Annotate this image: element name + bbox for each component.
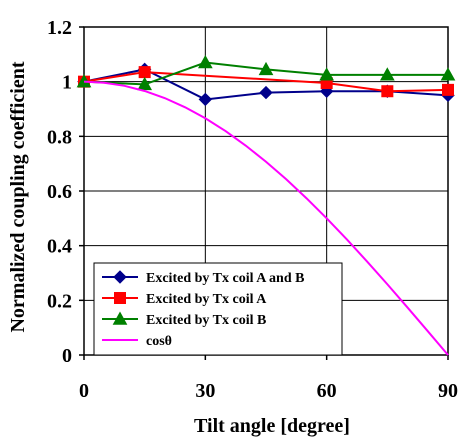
series-4 (83, 80, 449, 356)
data-point (440, 67, 456, 81)
x-tick-label: 90 (438, 380, 458, 402)
data-point (259, 85, 273, 100)
data-point (258, 61, 274, 76)
x-tick-label: 60 (317, 380, 337, 402)
y-tick-label: 1.2 (47, 17, 72, 39)
y-tick-label: 0.4 (47, 236, 72, 258)
legend-label: cosθ (146, 334, 172, 349)
series-line (83, 80, 449, 356)
legend-label: Excited by Tx coil A (146, 292, 267, 307)
data-point (197, 55, 213, 69)
legend: Excited by Tx coil A and B Excited by Tx … (93, 262, 343, 356)
data-point (114, 292, 126, 304)
data-point (112, 311, 128, 325)
legend-item: Excited by Tx coil A (102, 292, 267, 307)
data-point (137, 76, 153, 91)
legend-label: Excited by Tx coil A and B (146, 271, 304, 286)
y-axis-label: Normalized coupling coefficient (7, 61, 29, 332)
legend-item: Excited by Tx coil B (102, 311, 266, 328)
data-point (379, 67, 395, 81)
y-tick-label: 0.8 (47, 126, 72, 148)
data-point (113, 270, 127, 284)
data-point (381, 85, 394, 98)
data-point (442, 83, 454, 96)
x-tick-label: 0 (79, 380, 89, 402)
x-tick-label: 30 (195, 380, 215, 402)
legend-item: cosθ (102, 334, 172, 349)
data-point (198, 92, 213, 107)
x-axis-label: Tilt angle [degree] (194, 415, 350, 437)
legend-item: Excited by Tx coil A and B (102, 270, 304, 286)
data-point (138, 66, 151, 79)
legend-label: Excited by Tx coil B (146, 313, 266, 328)
series-3 (76, 55, 456, 91)
y-tick-label: 0.2 (47, 290, 72, 312)
y-tick-label: 0.6 (47, 181, 72, 203)
y-tick-label: 1 (62, 72, 72, 94)
y-tick-label: 0 (62, 345, 72, 367)
data-point (319, 67, 335, 81)
